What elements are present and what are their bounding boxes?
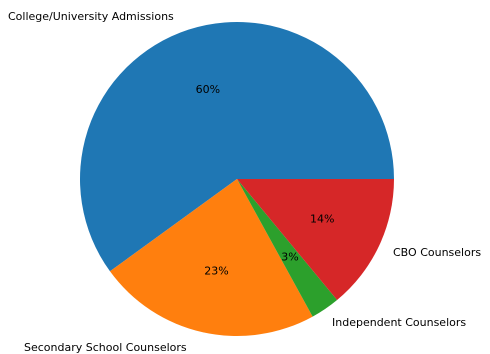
- pie-slice-independent-counselors: [237, 179, 338, 317]
- category-label-secondary-school-counselors: Secondary School Counselors: [24, 341, 187, 354]
- pie-slice-cbo-counselors: [237, 179, 394, 300]
- category-label-independent-counselors: Independent Counselors: [332, 316, 466, 329]
- percent-label-secondary-school-counselors: 23%: [204, 264, 228, 277]
- pie-slice-secondary-school-counselors: [109, 179, 313, 337]
- pie-slices: [80, 22, 395, 337]
- percent-label-cbo-counselors: 14%: [310, 213, 334, 226]
- category-label-college-university-admissions: College/University Admissions: [8, 10, 174, 23]
- percent-label-college-university-admissions: 60%: [196, 83, 220, 96]
- percent-label-independent-counselors: 3%: [281, 250, 298, 263]
- category-label-cbo-counselors: CBO Counselors: [393, 246, 481, 259]
- category-labels: College/University Admissions Secondary S…: [8, 10, 481, 354]
- percent-labels: 60% 23% 3% 14%: [196, 83, 335, 278]
- pie-slice-college-university-admissions: [80, 22, 395, 272]
